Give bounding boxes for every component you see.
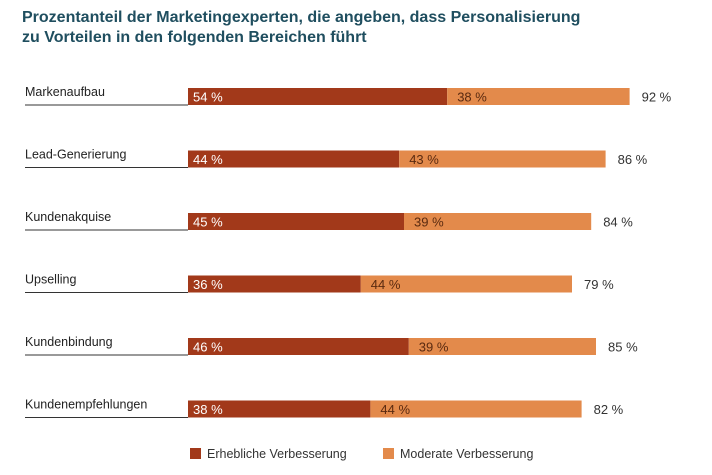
segment-label-moderate: 38 % [457,90,487,105]
bar-moderate-verbesserung [404,213,592,230]
segment-label-erhebliche: 46 % [193,340,223,355]
category-label: Lead-Generierung [25,148,127,162]
legend-swatch-moderate [383,448,394,459]
segment-label-moderate: 44 % [380,402,410,417]
bar-moderate-verbesserung [447,88,630,105]
total-label: 92 % [642,90,672,105]
chart-title-line-1: Prozentanteil der Marketingexperten, die… [22,9,581,26]
total-label: 84 % [603,215,633,230]
segment-label-erhebliche: 54 % [193,90,223,105]
chart-title: Prozentanteil der Marketingexperten, die… [22,8,692,48]
segment-label-erhebliche: 45 % [193,215,223,230]
total-label: 86 % [618,152,648,167]
bar-erhebliche-verbesserung [188,400,371,418]
category-label: Upselling [25,273,76,287]
bar-moderate-verbesserung [360,275,572,293]
category-label: Kundenempfehlungen [25,398,147,412]
bar-moderate-verbesserung [399,150,606,168]
legend-label-erhebliche: Erhebliche Verbesserung [207,447,347,461]
segment-label-moderate: 39 % [419,340,449,355]
bar-erhebliche-verbesserung [188,275,361,293]
bar-moderate-verbesserung [408,338,596,355]
chart-title-line-2: zu Vorteilen in den folgenden Bereichen … [22,29,367,46]
bar-erhebliche-verbesserung [188,150,400,168]
legend-label-moderate: Moderate Verbesserung [400,447,533,461]
bar-erhebliche-verbesserung [188,213,404,230]
bar-erhebliche-verbesserung [188,338,409,355]
bar-moderate-verbesserung [370,400,582,418]
total-label: 82 % [594,402,624,417]
segment-label-moderate: 39 % [414,215,444,230]
category-label: Kundenbindung [25,335,113,349]
bar-erhebliche-verbesserung [188,88,448,105]
total-label: 79 % [584,277,614,292]
category-label: Kundenakquise [25,210,111,224]
category-label: Markenaufbau [25,85,105,99]
segment-label-moderate: 43 % [409,152,439,167]
segment-label-erhebliche: 38 % [193,402,223,417]
legend-swatch-erhebliche [190,448,201,459]
segment-label-erhebliche: 44 % [193,152,223,167]
segment-label-erhebliche: 36 % [193,277,223,292]
segment-label-moderate: 44 % [371,277,401,292]
total-label: 85 % [608,340,638,355]
